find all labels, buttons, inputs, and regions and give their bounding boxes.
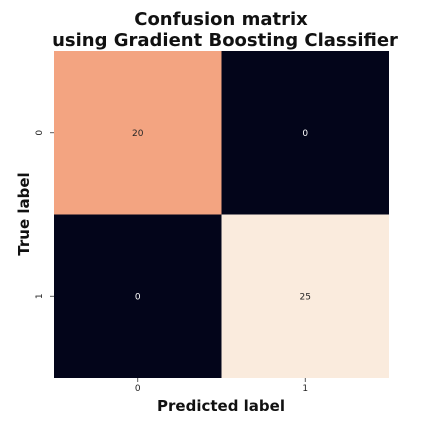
axis-ticks: 0 1 0 1: [35, 130, 308, 394]
heatmap-cell-labels: 20 0 0 25: [132, 129, 311, 303]
x-tick-label-1: 1: [302, 384, 308, 394]
cell-label-0-0: 20: [132, 129, 144, 139]
chart-title-line-1: Confusion matrix: [134, 9, 308, 30]
cell-0-1: [221, 51, 389, 215]
x-axis-label: Predicted label: [157, 397, 285, 415]
cell-label-1-0: 0: [135, 292, 141, 302]
cell-label-0-1: 0: [302, 129, 308, 139]
cell-1-1: [221, 214, 389, 378]
cell-0-0: [54, 51, 222, 215]
y-tick-label-1: 1: [35, 293, 45, 299]
x-tick-label-0: 0: [135, 384, 141, 394]
y-tick-label-0: 0: [35, 130, 45, 136]
cell-1-0: [54, 214, 222, 378]
y-axis-label: True label: [15, 172, 33, 255]
heatmap-cells: [54, 51, 389, 378]
cell-label-1-1: 25: [300, 292, 311, 302]
chart-title-line-2: using Gradient Boosting Classifier: [52, 30, 398, 51]
